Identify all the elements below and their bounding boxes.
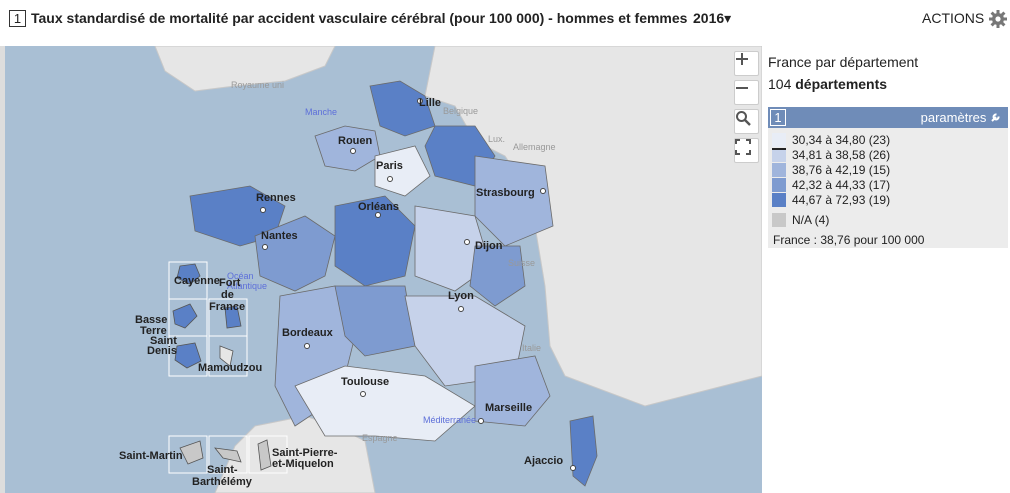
overseas-label-de: de [221,289,234,301]
uk-landmass [154,46,336,92]
neighbour-landmass [424,46,762,407]
dept-corse [569,415,598,487]
city-label-lille: Lille [419,97,442,109]
city-label-strasbourg: Strasbourg [476,187,535,199]
fullscreen-button[interactable] [734,138,759,163]
count-unit: départements [795,76,888,92]
wrench-icon [991,113,1000,122]
label-manche: Manche [305,107,338,117]
label-atlantique: Atlantique [227,281,268,291]
legend-label: N/A (4) [792,213,830,227]
map-search-button[interactable] [734,109,759,134]
legend-label: 44,67 à 72,93 (19) [792,193,891,207]
overseas-label-mamoudzou: Mamoudzou [198,362,263,374]
minus-icon [736,87,748,89]
city-label-toulouse: Toulouse [341,376,390,388]
city-label-paris: Paris [376,160,403,172]
dept-normandie [314,125,381,172]
overseas-label-barthelemy: Barthélémy [192,476,252,488]
legend-label: 30,34 à 34,80 (23) [792,133,891,147]
city-label-lyon: Lyon [448,290,474,302]
city-label-nantes: Nantes [261,230,298,242]
legend-swatch [772,178,786,192]
label-italie: Italie [522,343,542,353]
zoom-in-button[interactable] [734,51,759,76]
france-departments [189,80,598,487]
plus-icon [736,53,748,65]
dept-franche-comte [469,245,526,307]
legend-swatch [772,133,786,147]
label-royaume-uni: Royaume uni [231,80,285,90]
legend-swatch [772,148,786,162]
city-label-marseille: Marseille [485,402,533,414]
overseas-label-basse: Basse [135,314,168,326]
legend-label: 38,76 à 42,19 (15) [792,163,891,177]
label-espagne: Espagne [362,433,398,443]
overseas-label-fort: Fort [219,277,241,289]
overseas-label-saint-martin: Saint-Martin [119,450,183,462]
overseas-label-cayenne: Cayenne [174,275,220,287]
dept-paca [474,355,551,427]
france-average: France : 38,76 pour 100 000 [773,233,925,247]
overseas-label-terre: Terre [140,325,167,337]
legend-swatch [772,163,786,177]
map-canvas[interactable]: Royaume uni Manche Belgique Lux. Allemag… [5,46,762,493]
map-svg [154,46,762,493]
legend-index: 1 [770,109,786,126]
legend-label: 42,32 à 44,33 (17) [792,178,891,192]
overseas-shapes [172,263,272,471]
params-label: paramètres [920,110,987,125]
label-mediterranee: Méditerranée [423,415,477,425]
overseas-label-france: France [209,301,246,313]
overseas-label-saint: Saint [150,335,177,347]
dept-centre [334,195,416,287]
caret-down-icon: ▾ [724,10,732,26]
label-allemagne: Allemagne [513,142,556,152]
label-lux: Lux. [488,134,506,144]
fullscreen-icon [735,139,751,155]
city-label-ajaccio: Ajaccio [524,455,564,467]
year-label: 2016 [693,10,725,26]
dept-idf [374,145,431,197]
map-title: Taux standardisé de mortalité par accide… [31,10,688,26]
label-suisse: Suisse [508,258,536,268]
scope-label: France par département [768,54,919,70]
count-number: 104 [768,76,792,92]
dept-grand-est-2 [474,155,554,247]
search-icon [736,111,751,126]
actions-button[interactable]: ACTIONS [922,10,985,26]
label-ocean: Océan [227,271,254,281]
city-label-dijon: Dijon [475,240,503,252]
legend-swatch [772,213,786,227]
legend-header: 1 paramètres [768,107,1008,128]
overseas-label-spm-1: Saint-Pierre- [272,447,338,459]
label-belgique: Belgique [443,106,479,116]
header-bar: 1 Taux standardisé de mortalité par acci… [0,0,1010,46]
overseas-label-saint-b: Saint- [207,464,238,476]
legend-panel: France par département 104 départements … [763,46,1010,493]
city-dots [260,98,576,471]
city-label-rennes: Rennes [256,192,296,204]
dept-limousin [334,285,416,357]
zoom-out-button[interactable] [734,80,759,105]
city-label-bordeaux: Bordeaux [282,327,333,339]
city-label-rouen: Rouen [338,135,373,147]
overseas-insets [168,261,288,474]
legend-params-button[interactable]: paramètres [921,110,1002,125]
overseas-label-spm-2: et-Miquelon [272,458,334,470]
legend-swatch [772,193,786,207]
overseas-label-denis: Denis [147,345,177,357]
left-border [0,46,5,493]
map-index-box: 1 [9,10,26,27]
legend-label: 34,81 à 38,58 (26) [792,148,891,162]
legend-body: 30,34 à 34,80 (23) 34,81 à 38,58 (26) 38… [768,128,1008,248]
city-label-orleans: Orléans [358,201,399,213]
gear-icon[interactable] [988,9,1008,29]
dept-pays-loire [254,215,336,292]
dept-occitanie [294,365,476,442]
department-count: 104 départements [768,76,887,92]
year-selector[interactable]: 2016▾ [693,10,731,27]
